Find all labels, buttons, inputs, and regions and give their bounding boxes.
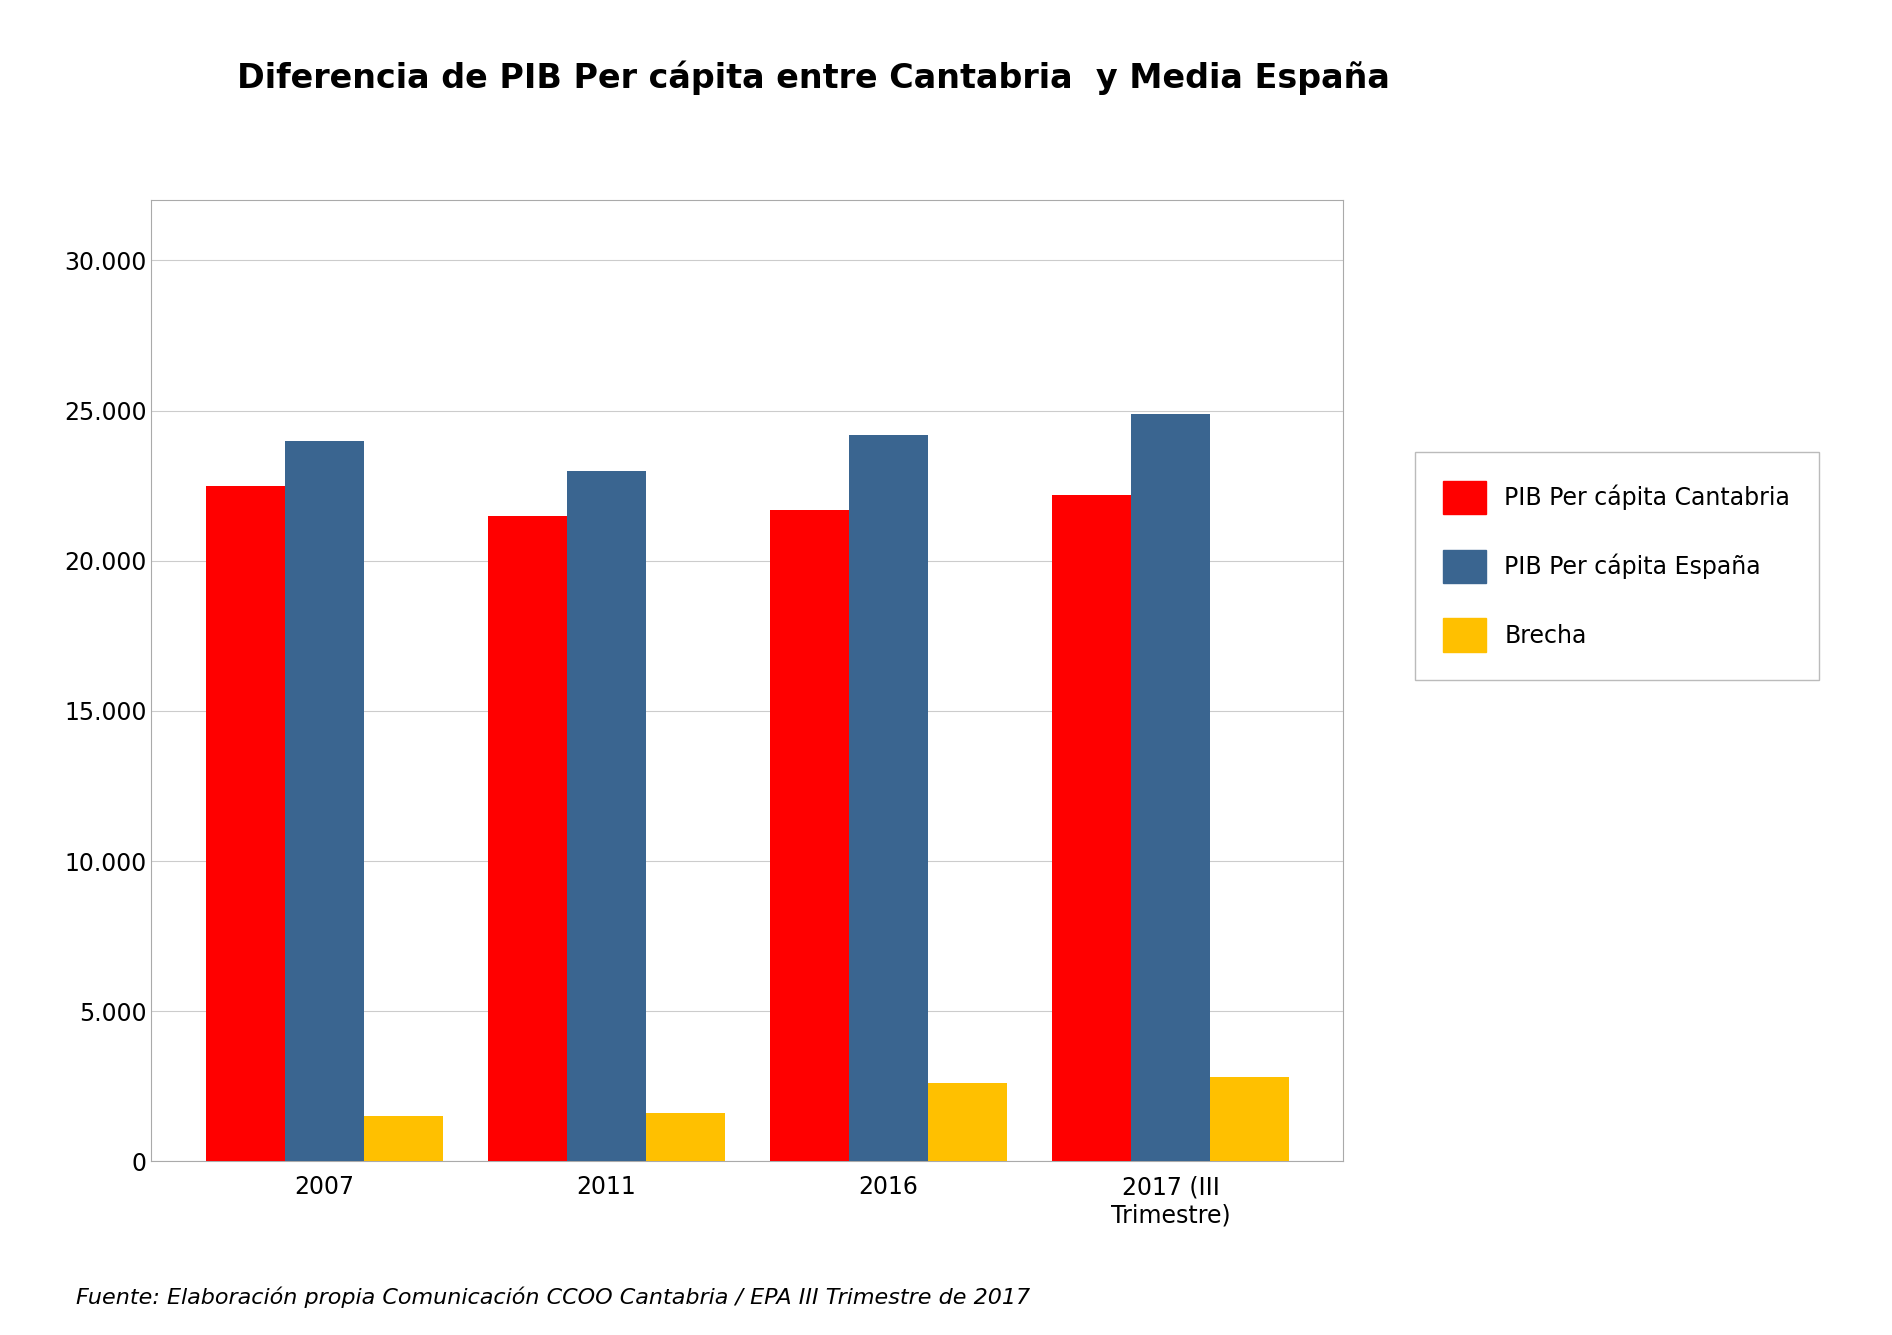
- Bar: [568, 470, 645, 1161]
- Legend: PIB Per cápita Cantabria, PIB Per cápita España, Brecha: PIB Per cápita Cantabria, PIB Per cápita…: [1415, 453, 1818, 680]
- Text: Diferencia de PIB Per cápita entre Cantabria  y Media España: Diferencia de PIB Per cápita entre Canta…: [236, 60, 1391, 95]
- Bar: [1211, 1077, 1288, 1161]
- Bar: [645, 1113, 725, 1161]
- Bar: [284, 441, 363, 1161]
- Bar: [363, 1116, 443, 1161]
- Bar: [927, 1084, 1007, 1161]
- Bar: [850, 435, 927, 1161]
- Bar: [1052, 495, 1131, 1161]
- Text: Fuente: Elaboración propia Comunicación CCOO Cantabria / EPA III Trimestre de 20: Fuente: Elaboración propia Comunicación …: [76, 1287, 1029, 1308]
- Bar: [1131, 414, 1211, 1161]
- Bar: [770, 510, 850, 1161]
- Bar: [488, 515, 568, 1161]
- Bar: [206, 486, 284, 1161]
